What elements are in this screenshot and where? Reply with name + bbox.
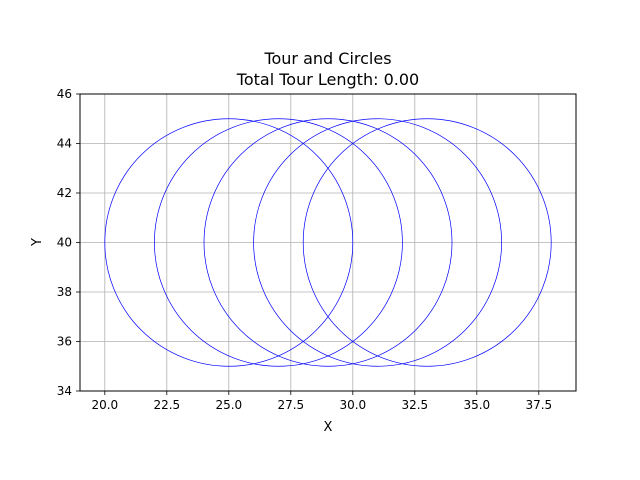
y-axis-label: Y: [30, 238, 45, 247]
x-tick-label: 25.0: [215, 398, 242, 412]
x-axis-ticks: 20.0 22.5 25.0 27.5 30.0 32.5 35.0 37.5: [91, 391, 552, 412]
y-tick-label: 38: [57, 285, 72, 299]
circles-layer: [104, 118, 552, 367]
x-tick-label: 32.5: [401, 398, 428, 412]
x-tick-label: 35.0: [463, 398, 490, 412]
circle: [104, 118, 354, 367]
x-tick-label: 37.5: [525, 398, 552, 412]
x-tick-label: 22.5: [153, 398, 180, 412]
circle: [253, 118, 502, 367]
circle: [302, 118, 552, 367]
y-tick-label: 36: [57, 335, 72, 349]
y-tick-label: 42: [57, 186, 72, 200]
chart-title: Tour and Circles: [263, 49, 391, 68]
x-axis-label: X: [324, 420, 333, 435]
x-tick-label: 30.0: [339, 398, 366, 412]
x-tick-label: 27.5: [277, 398, 304, 412]
circle: [154, 118, 403, 367]
y-tick-label: 34: [57, 384, 72, 398]
x-tick-label: 20.0: [91, 398, 118, 412]
y-axis-ticks: 34 36 38 40 42 44 46: [57, 87, 80, 398]
y-tick-label: 44: [57, 137, 72, 151]
chart-subtitle: Total Tour Length: 0.00: [236, 70, 419, 89]
circle: [203, 118, 453, 367]
y-tick-label: 40: [57, 236, 72, 250]
y-tick-label: 46: [57, 87, 72, 101]
grid-lines: [80, 93, 576, 392]
